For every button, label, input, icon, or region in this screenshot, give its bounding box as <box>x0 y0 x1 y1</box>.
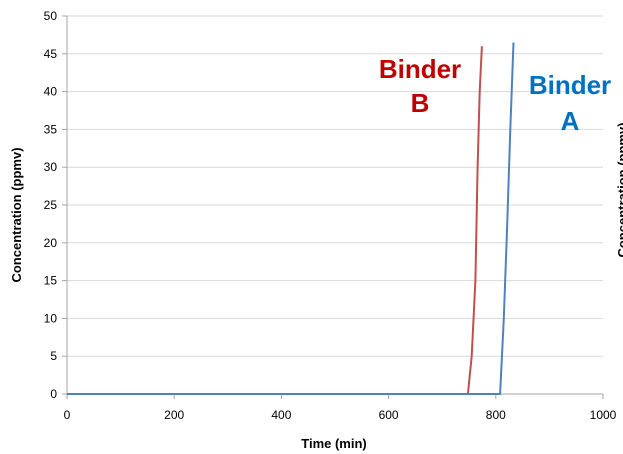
y-tick-label-5: 25 <box>44 198 58 212</box>
y-tick-label-4: 20 <box>44 236 58 250</box>
y-axis-title: Concentration (ppmv) <box>9 147 24 282</box>
y-tick-label-10: 50 <box>44 9 58 23</box>
x-tick-label-4: 800 <box>486 408 506 422</box>
x-tick-labels: 0 200 400 600 800 1000 <box>64 408 617 422</box>
y-tick-label-9: 45 <box>44 47 58 61</box>
annotation-0-line-1: B <box>411 88 430 118</box>
y-tick-label-7: 35 <box>44 122 58 136</box>
y-tick-label-6: 30 <box>44 160 58 174</box>
y-tick-label-0: 0 <box>50 387 57 401</box>
axes <box>62 15 604 399</box>
x-tick-label-5: 1000 <box>590 408 617 422</box>
annotation-1-line-0: Binder <box>529 70 611 100</box>
y-tick-labels: 0 5 10 15 20 25 30 35 40 45 50 <box>44 9 58 401</box>
gridlines <box>67 15 603 357</box>
annotation-0-line-0: Binder <box>379 54 461 84</box>
x-tick-label-0: 0 <box>64 408 71 422</box>
series-lines <box>67 42 515 395</box>
annotations: Binder B Binder A <box>379 54 611 136</box>
x-tick-label-3: 600 <box>379 408 399 422</box>
annotation-1-line-1: A <box>561 106 580 136</box>
y-tick-label-2: 10 <box>44 311 58 325</box>
x-tick-label-1: 200 <box>164 408 184 422</box>
x-tick-label-2: 400 <box>271 408 291 422</box>
y-tick-label-8: 40 <box>44 85 58 99</box>
x-axis-title: Time (min) <box>301 436 367 451</box>
y-tick-label-3: 15 <box>44 274 58 288</box>
clipped-right-axis-title: Concentration (ppmv) <box>615 122 623 257</box>
series-line-binder-a <box>67 42 515 395</box>
y-tick-label-1: 5 <box>50 349 57 363</box>
